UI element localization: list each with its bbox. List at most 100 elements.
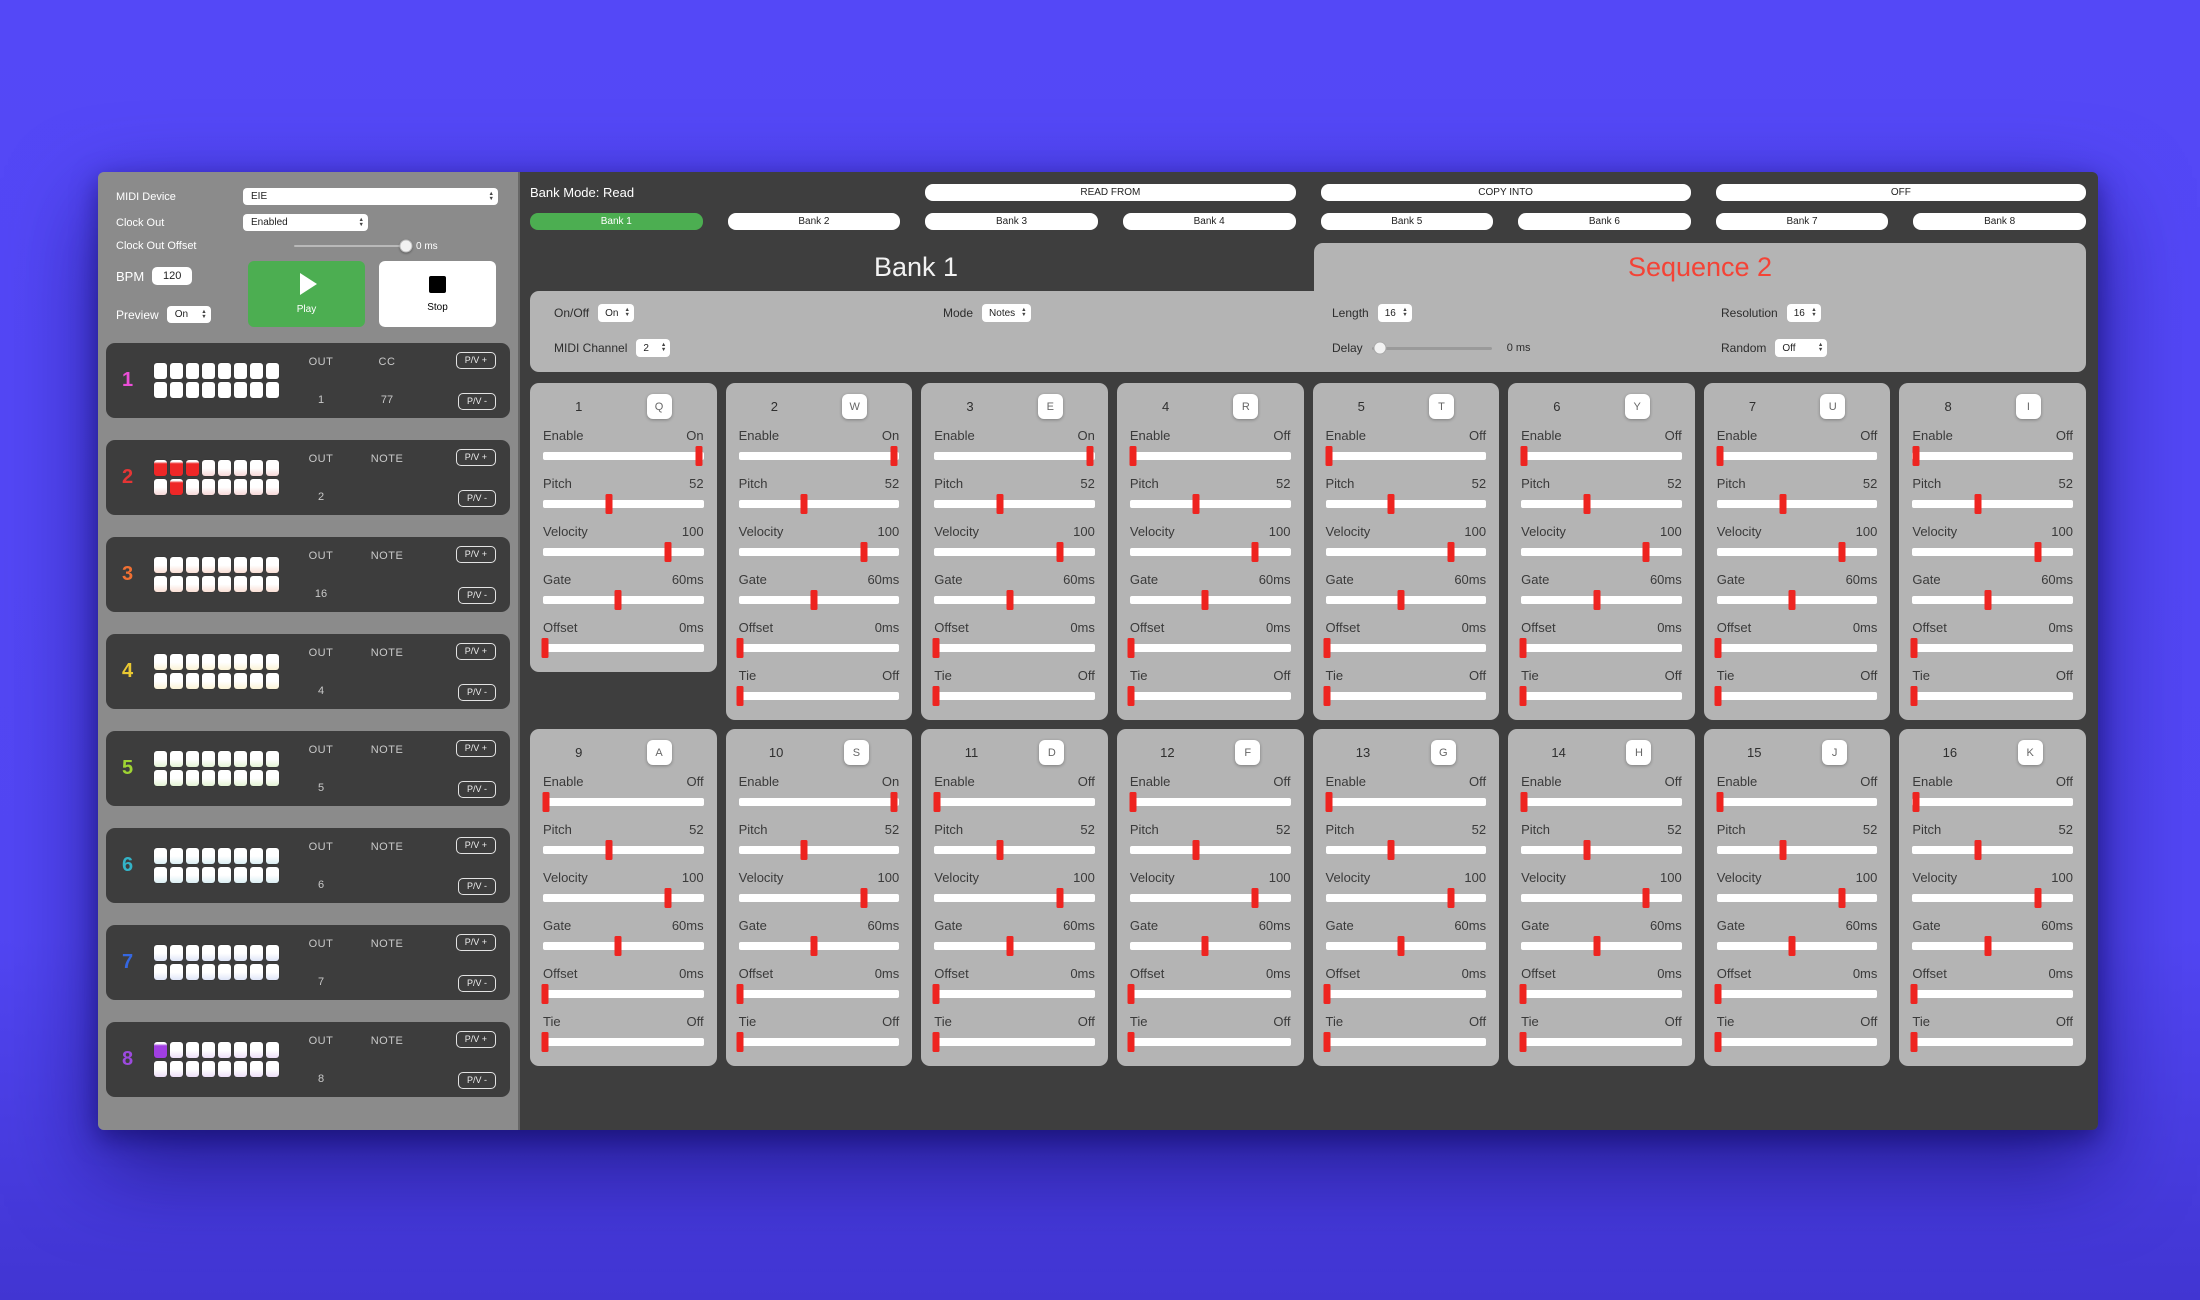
delay-slider-thumb[interactable] <box>1373 341 1387 355</box>
gate-slider-handle[interactable] <box>1984 936 1992 956</box>
tie-slider[interactable] <box>1519 686 1682 706</box>
mini-step-cell[interactable] <box>218 770 231 786</box>
step-key-button[interactable]: J <box>1822 740 1848 765</box>
tie-slider-handle[interactable] <box>1519 1032 1527 1052</box>
mini-step-cell[interactable] <box>170 363 183 379</box>
mini-step-cell[interactable] <box>202 363 215 379</box>
stop-button[interactable]: Stop <box>379 261 496 327</box>
pitch-slider[interactable] <box>1716 494 1878 514</box>
mini-step-cell[interactable] <box>218 557 231 573</box>
enable-slider[interactable] <box>1912 446 2073 466</box>
sequence-row[interactable]: 4 OUT 4 NOTE P/V + P/V - <box>106 634 510 709</box>
step-key-button[interactable]: T <box>1429 394 1455 419</box>
pitch-slider[interactable] <box>1716 840 1878 860</box>
mini-step-cell[interactable] <box>154 382 167 398</box>
enable-slider-handle[interactable] <box>1716 792 1724 812</box>
enable-slider-handle[interactable] <box>1086 446 1094 466</box>
offset-slider[interactable] <box>1323 638 1487 658</box>
tie-slider[interactable] <box>736 1032 900 1052</box>
sequence-row[interactable]: 7 OUT 7 NOTE P/V + P/V - <box>106 925 510 1000</box>
mini-step-cell[interactable] <box>250 557 263 573</box>
mini-step-cell[interactable] <box>154 479 167 495</box>
step-key-button[interactable]: W <box>842 394 868 419</box>
enable-slider-handle[interactable] <box>1325 446 1333 466</box>
enable-slider-handle[interactable] <box>1912 792 1920 812</box>
mini-step-cell[interactable] <box>218 673 231 689</box>
enable-slider-handle[interactable] <box>1129 446 1137 466</box>
velocity-slider[interactable] <box>1912 888 2073 908</box>
mini-step-cell[interactable] <box>250 751 263 767</box>
resolution-select[interactable]: 16 ▲ ▼ <box>1786 304 1821 322</box>
pitch-slider-handle[interactable] <box>1192 840 1200 860</box>
bank-button-2[interactable]: Bank 2 <box>727 213 901 230</box>
mini-step-cell[interactable] <box>218 654 231 670</box>
mini-step-cell[interactable] <box>170 1061 183 1077</box>
enable-slider[interactable] <box>1520 792 1682 812</box>
pitch-slider[interactable] <box>738 494 900 514</box>
gate-slider[interactable] <box>738 936 900 956</box>
gate-slider-handle[interactable] <box>1788 590 1796 610</box>
mini-step-cell[interactable] <box>234 945 247 961</box>
gate-slider[interactable] <box>1325 936 1487 956</box>
enable-slider-handle[interactable] <box>1325 792 1333 812</box>
gate-slider[interactable] <box>1521 936 1682 956</box>
sequence-row[interactable]: 2 OUT 2 NOTE P/V + P/V - <box>106 440 510 515</box>
pv-minus-button[interactable]: P/V - <box>457 780 496 798</box>
pitch-slider-handle[interactable] <box>996 840 1004 860</box>
mini-step-cell[interactable] <box>234 1061 247 1077</box>
offset-slider-handle[interactable] <box>1910 984 1918 1004</box>
mini-step-cell[interactable] <box>186 1042 199 1058</box>
step-key-button[interactable]: I <box>2015 394 2041 419</box>
mini-step-cell[interactable] <box>154 576 167 592</box>
tie-slider-handle[interactable] <box>1910 1032 1918 1052</box>
offset-slider-handle[interactable] <box>1519 638 1527 658</box>
enable-slider[interactable] <box>1325 792 1487 812</box>
mini-step-cell[interactable] <box>202 460 215 476</box>
mini-step-cell[interactable] <box>250 460 263 476</box>
pitch-slider-handle[interactable] <box>605 840 613 860</box>
step-key-button[interactable]: U <box>1820 394 1846 419</box>
pitch-slider[interactable] <box>1325 494 1487 514</box>
velocity-slider-handle[interactable] <box>1838 888 1846 908</box>
gate-slider-handle[interactable] <box>1201 590 1209 610</box>
gate-slider[interactable] <box>1129 936 1291 956</box>
step-key-button[interactable]: G <box>1430 740 1456 765</box>
mini-step-cell[interactable] <box>170 751 183 767</box>
mini-step-cell[interactable] <box>234 576 247 592</box>
bank-button-1[interactable]: Bank 1 <box>530 213 703 230</box>
velocity-slider[interactable] <box>1716 888 1878 908</box>
step-key-button[interactable]: F <box>1235 740 1261 765</box>
mini-step-cell[interactable] <box>250 576 263 592</box>
mini-step-cell[interactable] <box>234 770 247 786</box>
gate-slider[interactable] <box>543 590 704 610</box>
velocity-slider-handle[interactable] <box>1447 888 1455 908</box>
gate-slider-handle[interactable] <box>1788 936 1796 956</box>
gate-slider[interactable] <box>934 936 1095 956</box>
mini-step-cell[interactable] <box>202 654 215 670</box>
velocity-slider[interactable] <box>1325 542 1487 562</box>
preview-select[interactable]: On ▲ ▼ <box>166 306 211 323</box>
length-select[interactable]: 16 ▲ ▼ <box>1377 304 1412 322</box>
step-key-button[interactable]: A <box>646 740 672 765</box>
mini-step-cell[interactable] <box>266 1061 279 1077</box>
pitch-slider[interactable] <box>934 494 1095 514</box>
mini-step-cell[interactable] <box>186 382 199 398</box>
mini-step-cell[interactable] <box>266 654 279 670</box>
velocity-slider-handle[interactable] <box>1056 888 1064 908</box>
velocity-slider[interactable] <box>1521 888 1682 908</box>
tie-slider[interactable] <box>1127 1032 1291 1052</box>
mini-step-cell[interactable] <box>218 848 231 864</box>
offset-slider[interactable] <box>932 638 1095 658</box>
enable-slider[interactable] <box>1129 446 1291 466</box>
mini-step-cell[interactable] <box>154 654 167 670</box>
mini-step-cell[interactable] <box>250 479 263 495</box>
offset-slider[interactable] <box>541 984 704 1004</box>
offset-slider-handle[interactable] <box>1910 638 1918 658</box>
mini-step-cell[interactable] <box>234 654 247 670</box>
pitch-slider[interactable] <box>1129 840 1291 860</box>
mini-step-cell[interactable] <box>154 557 167 573</box>
gate-slider[interactable] <box>1912 936 2073 956</box>
pitch-slider[interactable] <box>738 840 900 860</box>
read-from-button[interactable]: READ FROM <box>925 184 1296 201</box>
copy-into-button[interactable]: COPY INTO <box>1320 184 1691 201</box>
